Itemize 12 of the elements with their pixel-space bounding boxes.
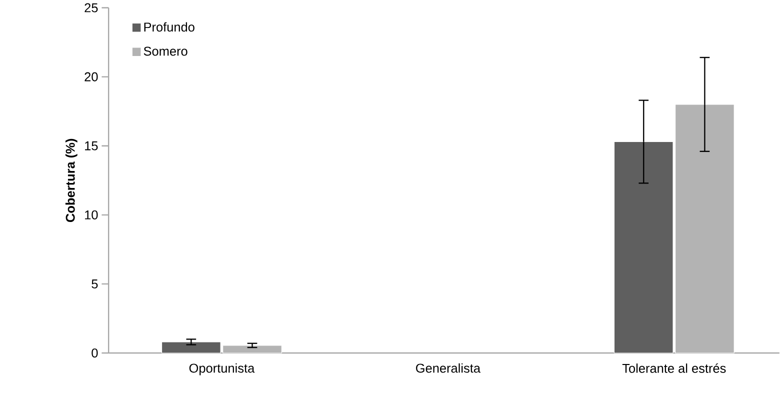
y-axis-title: Cobertura (%): [65, 138, 78, 222]
y-tick-label: 15: [85, 141, 98, 150]
x-tick-label: Generalista: [416, 363, 481, 373]
y-tick-label: 0: [92, 348, 98, 358]
legend-label: Somero: [144, 46, 188, 56]
y-tick-label: 25: [84, 3, 98, 12]
x-tick-label: Tolerante al estrés: [622, 363, 726, 373]
y-tick-label: 5: [92, 280, 98, 288]
x-tick-label: Oportunista: [189, 363, 255, 376]
y-tick-label: 10: [85, 210, 98, 220]
legend-label: Profundo: [144, 22, 194, 32]
y-tick-label: 20: [84, 72, 98, 82]
